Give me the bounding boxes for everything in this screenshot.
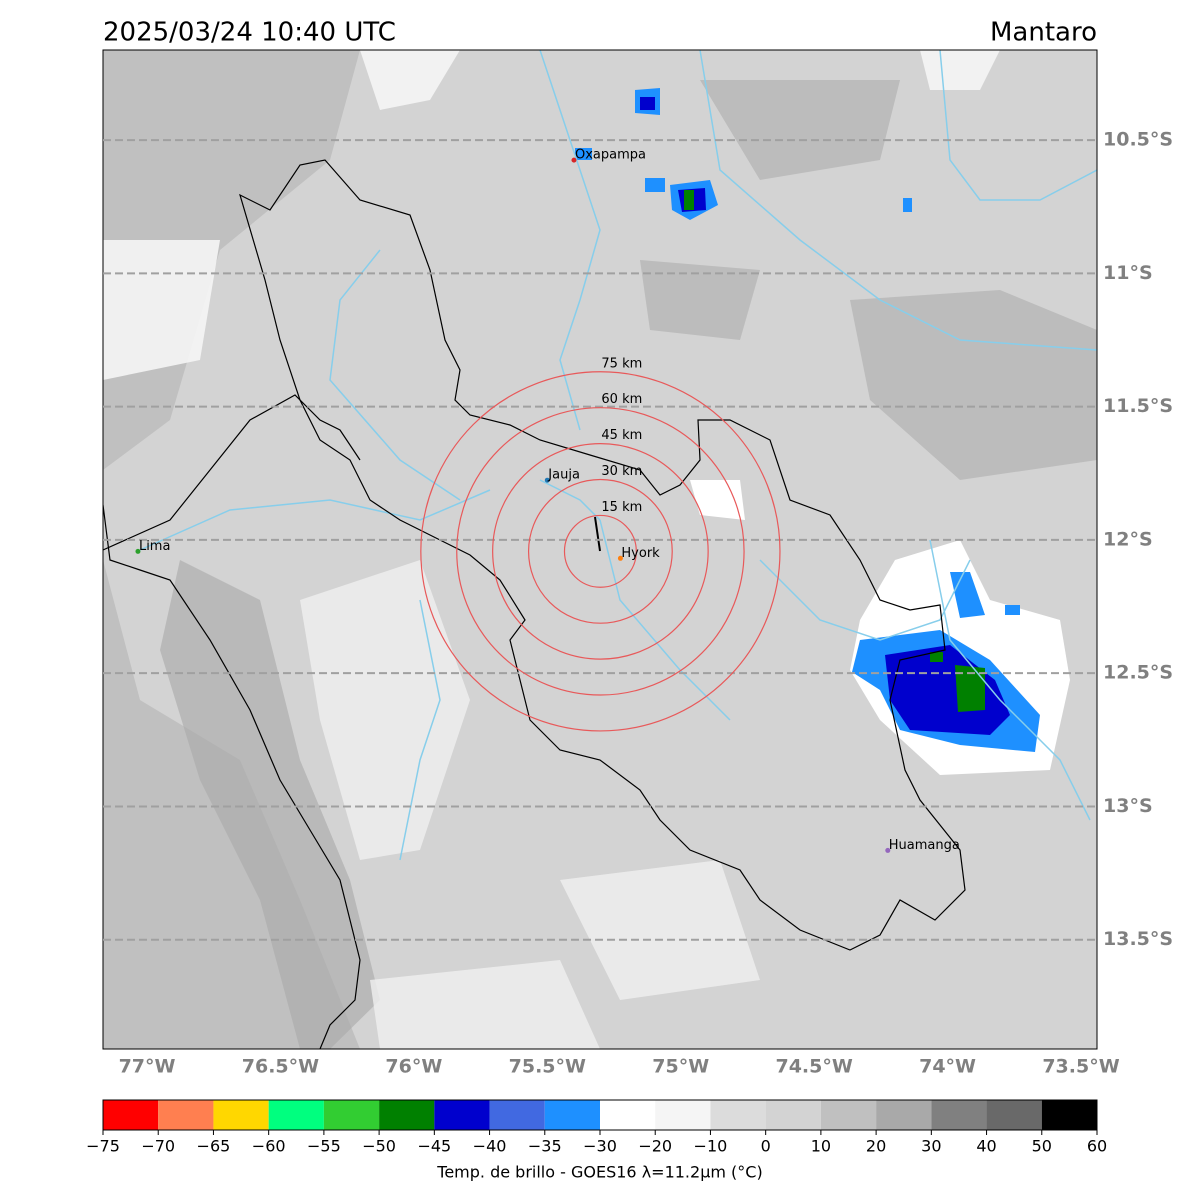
- lon-tick-label: 74.5°W: [775, 1056, 852, 1078]
- range-ring: [420, 371, 781, 732]
- colorbar-tick-label: 60: [1087, 1137, 1107, 1156]
- colorbar-segment: [323, 1100, 380, 1130]
- colorbar-segment: [379, 1100, 435, 1130]
- colorbar-segment: [710, 1100, 766, 1130]
- colorbar-tick-label: −40: [473, 1137, 507, 1156]
- city-label: Hyork: [621, 546, 660, 561]
- colorbar-tick-label: −45: [417, 1137, 451, 1156]
- lat-tick-label: 11°S: [1103, 262, 1153, 284]
- city-marker: [135, 548, 141, 554]
- colorbar-segment: [434, 1100, 490, 1130]
- region-name: Mantaro: [990, 18, 1097, 48]
- colorbar-segment: [986, 1100, 1042, 1130]
- lon-tick-label: 75°W: [652, 1056, 709, 1078]
- map-background: [103, 50, 1097, 1049]
- colorbar-label: Temp. de brillo - GOES16 λ=11.2μm (°C): [436, 1163, 762, 1182]
- colorbar-segment: [268, 1100, 324, 1130]
- lat-tick-label: 12°S: [1103, 528, 1153, 550]
- lon-tick-label: 77°W: [119, 1056, 176, 1078]
- colorbar-tick-label: 20: [866, 1137, 886, 1156]
- colorbar-tick-label: 50: [1032, 1137, 1052, 1156]
- colorbar-segment: [544, 1100, 600, 1130]
- range-ring-label: 45 km: [601, 428, 642, 443]
- lat-tick-label: 13.5°S: [1103, 928, 1173, 950]
- lon-tick-label: 76°W: [385, 1056, 442, 1078]
- colorbar-segment: [600, 1100, 656, 1130]
- colorbar-tick-label: 0: [761, 1137, 771, 1156]
- range-ring-label: 75 km: [601, 356, 642, 371]
- colorbar-tick-label: −30: [583, 1137, 617, 1156]
- lon-tick-label: 76.5°W: [242, 1056, 319, 1078]
- range-ring-label: 30 km: [601, 464, 642, 479]
- city-marker: [617, 555, 623, 561]
- colorbar-tick-label: 40: [976, 1137, 996, 1156]
- lat-tick-label: 12.5°S: [1103, 662, 1173, 684]
- colorbar-tick-label: −65: [197, 1137, 231, 1156]
- city-label: Lima: [139, 539, 170, 554]
- colorbar-tick-label: −35: [528, 1137, 562, 1156]
- city-label: Jauja: [547, 468, 580, 483]
- colorbar-tick-label: −55: [307, 1137, 341, 1156]
- colorbar-segment: [213, 1100, 269, 1130]
- colorbar-segment: [158, 1100, 214, 1130]
- colorbar-segment: [489, 1100, 545, 1130]
- map-frame: [102, 49, 1098, 1050]
- lat-tick-label: 10.5°S: [1103, 129, 1173, 151]
- colorbar-segment: [1041, 1100, 1097, 1130]
- range-ring: [492, 443, 709, 660]
- range-ring: [563, 514, 637, 588]
- colorbar-tick-label: −60: [252, 1137, 286, 1156]
- colorbar-tick-label: −75: [86, 1137, 120, 1156]
- colorbar-segment: [931, 1100, 987, 1130]
- colorbar-tick-label: 10: [811, 1137, 831, 1156]
- city-marker: [544, 477, 550, 483]
- colorbar-tick-label: 30: [921, 1137, 941, 1156]
- colorbar-tick-label: −20: [638, 1137, 672, 1156]
- range-ring-label: 60 km: [601, 392, 642, 407]
- colorbar-tick-label: −70: [141, 1137, 175, 1156]
- range-ring: [456, 407, 745, 696]
- lon-tick-label: 75.5°W: [509, 1056, 586, 1078]
- range-ring-label: 15 km: [601, 500, 642, 515]
- colorbar-tick-label: −50: [362, 1137, 396, 1156]
- lon-tick-label: 73.5°W: [1042, 1056, 1119, 1078]
- colorbar-tick-label: −10: [694, 1137, 728, 1156]
- range-ring: [527, 478, 673, 624]
- city-label: Huamanga: [889, 838, 960, 853]
- lat-tick-label: 13°S: [1103, 795, 1153, 817]
- title: 2025/03/24 10:40 UTC: [103, 18, 396, 48]
- colorbar-segment: [820, 1100, 877, 1130]
- colorbar-segment: [876, 1100, 932, 1130]
- colorbar-segment: [655, 1100, 711, 1130]
- track-line: [594, 516, 601, 552]
- city-marker: [571, 157, 577, 163]
- city-marker: [885, 847, 891, 853]
- colorbar-segment: [765, 1100, 821, 1130]
- city-label: Oxapampa: [575, 148, 646, 163]
- lon-tick-label: 74°W: [919, 1056, 976, 1078]
- colorbar-segment: [103, 1100, 159, 1130]
- lat-tick-label: 11.5°S: [1103, 395, 1173, 417]
